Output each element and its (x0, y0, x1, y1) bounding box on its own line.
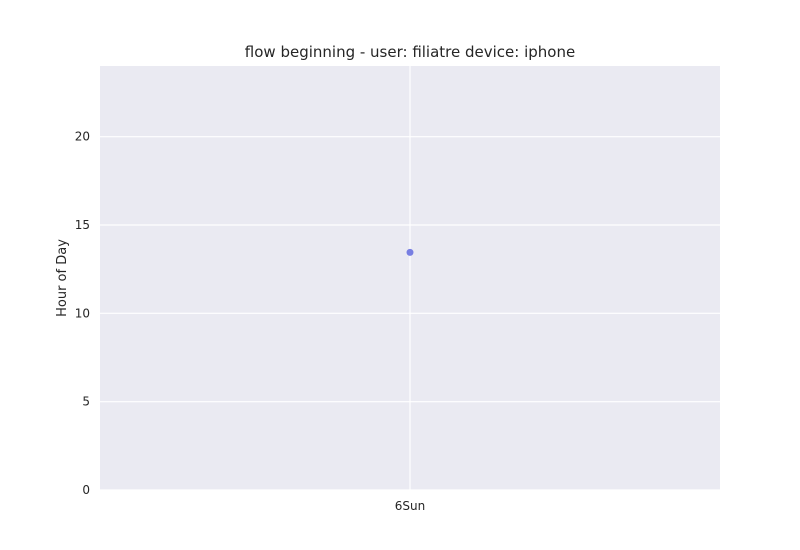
y-tick-label: 0 (82, 483, 90, 497)
data-points (406, 248, 414, 256)
y-tick-label: 20 (75, 130, 90, 144)
data-point (406, 248, 414, 256)
y-axis-label: Hour of Day (55, 239, 70, 317)
y-tick-label: 15 (75, 218, 90, 232)
grid-lines (100, 66, 720, 491)
y-tick-label: 10 (75, 306, 90, 320)
y-tick-labels: 0 5 10 15 20 (75, 130, 90, 497)
y-tick-label: 5 (82, 395, 90, 409)
x-tick-labels: 6Sun (395, 499, 425, 513)
x-tick-label: 6Sun (395, 499, 425, 513)
chart-title: flow beginning - user: filiatre device: … (245, 43, 575, 61)
